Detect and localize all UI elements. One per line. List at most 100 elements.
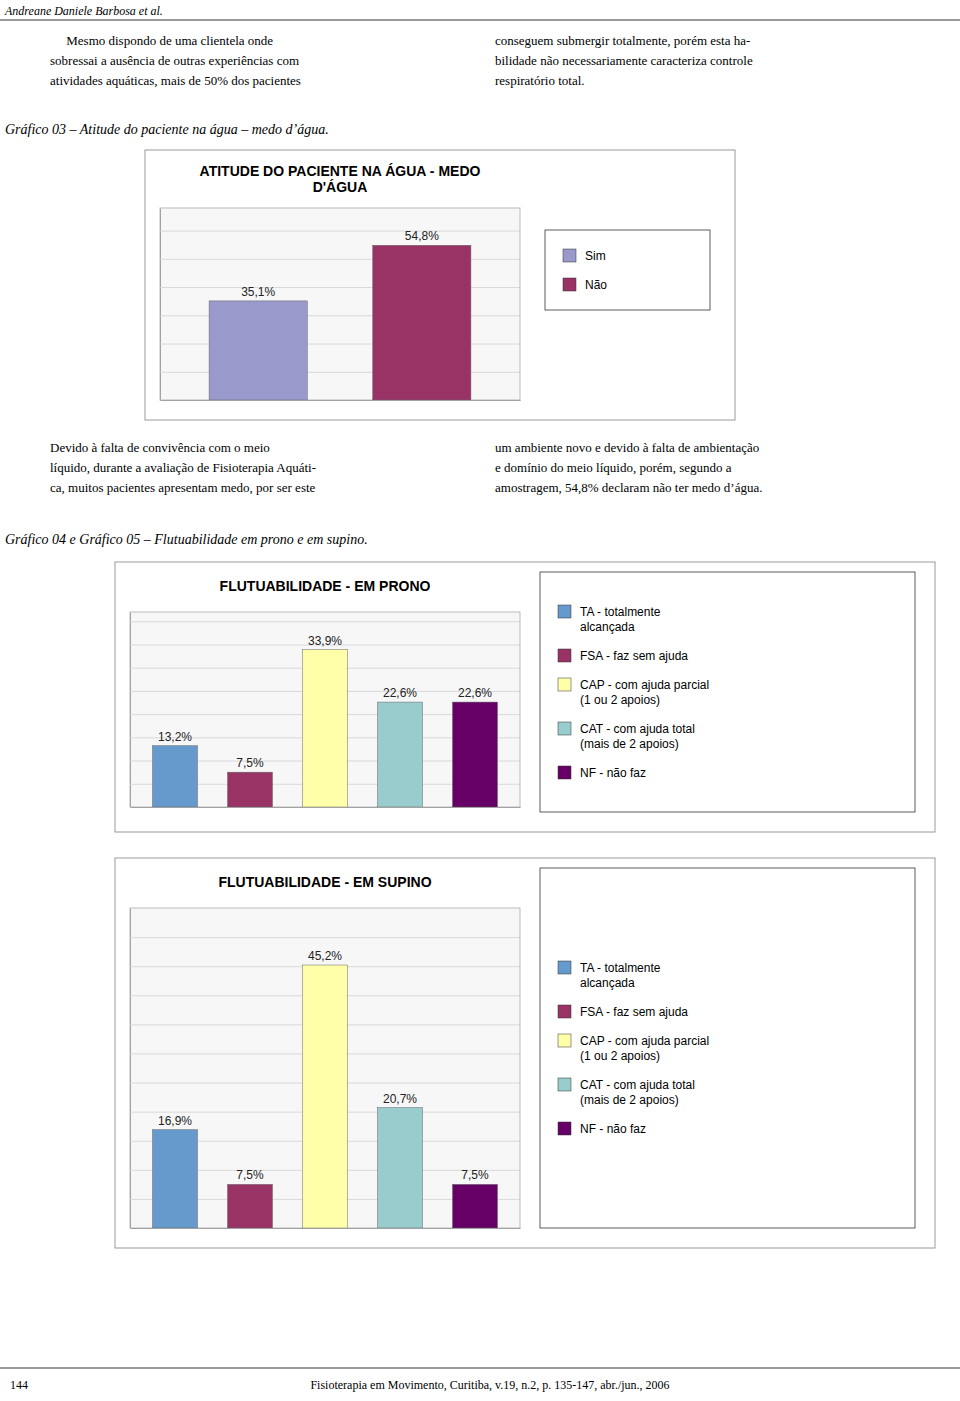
bar: [453, 1184, 498, 1228]
data-label: 20,7%: [383, 1092, 417, 1106]
bar: [303, 965, 348, 1228]
footer-citation: Fisioterapia em Movimento, Curitiba, v.1…: [310, 1378, 669, 1392]
legend-swatch: [558, 766, 571, 779]
legend-label: Não: [585, 278, 607, 292]
legend-label-line: alcançada: [580, 620, 635, 634]
legend-label-line: (1 ou 2 apoios): [580, 1049, 660, 1063]
legend-swatch: [558, 1034, 571, 1047]
legend-label: NF - não faz: [580, 1122, 646, 1136]
y-tick: [130, 621, 520, 622]
legend-label-line: Sim: [585, 249, 606, 263]
header-rule: [0, 20, 960, 21]
paragraph: Mesmo dispondo de uma clientela ondesobr…: [50, 33, 301, 88]
legend-item: CAP - com ajuda parcial(1 ou 2 apoios): [558, 678, 709, 707]
legend-label-line: TA - totalmente: [580, 961, 661, 975]
plot: 35,1% 54,8%: [160, 208, 521, 401]
paragraph: Devido à falta de convivência com o meio…: [50, 440, 316, 495]
y-axis: [160, 209, 520, 401]
data-labels: 35,1% 54,8%: [241, 229, 439, 299]
data-label: 7,5%: [461, 1168, 489, 1182]
chart-box: [115, 562, 935, 832]
data-label: 22,6%: [458, 686, 492, 700]
paragraph-line: atividades aquáticas, mais de 50% dos pa…: [50, 73, 301, 88]
legend-swatch: [558, 722, 571, 735]
plot-frame: [160, 208, 520, 400]
legend-item: FSA - faz sem ajuda: [558, 1005, 688, 1019]
legend-label-line: NF - não faz: [580, 766, 646, 780]
paragraph: conseguem submergir totalmente, porém es…: [495, 33, 753, 88]
paragraph-line: e domínio do meio líquido, porém, segund…: [495, 460, 732, 475]
legend-swatch: [563, 249, 576, 262]
legend-label-line: alcançada: [580, 976, 635, 990]
bar: [228, 772, 273, 807]
legend-label-line: CAP - com ajuda parcial: [580, 678, 709, 692]
legend-item: NF - não faz: [558, 766, 646, 780]
bar: [209, 301, 307, 400]
legend-label: CAP - com ajuda parcial(1 ou 2 apoios): [580, 678, 709, 707]
bar: [378, 702, 423, 807]
paragraph-line: respiratório total.: [495, 73, 585, 88]
caption-line: Gráfico 04 e Gráfico 05 – Flutuabilidade…: [5, 532, 368, 547]
legend-label: CAP - com ajuda parcial(1 ou 2 apoios): [580, 1034, 709, 1063]
legend-label: FSA - faz sem ajuda: [580, 649, 688, 663]
legend-label-line: Não: [585, 278, 607, 292]
legend-item: CAT - com ajuda total(mais de 2 apoios): [558, 1078, 695, 1107]
legend-label-line: (mais de 2 apoios): [580, 737, 679, 751]
legend-label: NF - não faz: [580, 766, 646, 780]
bar: [453, 702, 498, 807]
bar: [378, 1108, 423, 1228]
legend-swatch: [558, 678, 571, 691]
legend: Sim Não: [545, 230, 710, 310]
bars: [153, 965, 498, 1228]
y-axis: [130, 613, 520, 808]
legend-label-line: (1 ou 2 apoios): [580, 693, 660, 707]
plot-background: [130, 908, 520, 1228]
footer-page-number-line: 144: [10, 1378, 28, 1392]
data-label: 16,9%: [158, 1114, 192, 1128]
chart-box: [115, 858, 935, 1248]
legend: TA - totalmentealcançada FSA - faz sem aj…: [540, 868, 915, 1228]
plot: 16,9%7,5%45,2%20,7%7,5%: [130, 908, 521, 1229]
legend-label: CAT - com ajuda total(mais de 2 apoios): [580, 1078, 695, 1107]
footer-citation-line: Fisioterapia em Movimento, Curitiba, v.1…: [310, 1378, 669, 1392]
chart-title-line: FLUTUABILIDADE - EM SUPINO: [218, 874, 431, 890]
chart: FLUTUABILIDADE - EM PRONO 13,2%7,5%33,9%2…: [115, 562, 935, 832]
legend-swatch: [558, 1122, 571, 1135]
legend-item: TA - totalmentealcançada: [558, 961, 661, 990]
legend-box: [540, 868, 915, 1228]
data-label: 45,2%: [308, 949, 342, 963]
plot: 13,2%7,5%33,9%22,6%22,6%: [130, 612, 521, 808]
chart-title: FLUTUABILIDADE - EM SUPINO: [218, 874, 431, 890]
plot-background: [130, 612, 520, 807]
legend-swatch: [558, 1005, 571, 1018]
plot-background: [160, 208, 520, 400]
legend-label-line: FSA - faz sem ajuda: [580, 1005, 688, 1019]
legend-swatch: [558, 961, 571, 974]
footer-page-number: 144: [10, 1378, 28, 1392]
paragraph-line: um ambiente novo e devido à falta de amb…: [495, 440, 759, 455]
paragraph-line: Devido à falta de convivência com o meio: [50, 440, 270, 455]
header-line: Andreane Daniele Barbosa et al.: [4, 4, 163, 18]
data-label: 35,1%: [241, 285, 275, 299]
grid-line: [130, 621, 520, 622]
data-label: 7,5%: [236, 756, 264, 770]
legend-label-line: TA - totalmente: [580, 605, 661, 619]
chart: FLUTUABILIDADE - EM SUPINO 16,9% 7,5% 45,2%…: [115, 858, 935, 1248]
caption: Gráfico 04 e Gráfico 05 – Flutuabilidade…: [5, 532, 368, 547]
paragraph-line: ca, muitos pacientes apresentam medo, po…: [50, 480, 316, 495]
plot-frame: [130, 612, 520, 807]
data-labels: 13,2%7,5%33,9%22,6%22,6%: [158, 634, 492, 771]
legend-label-line: CAT - com ajuda total: [580, 1078, 695, 1092]
data-label: 54,8%: [405, 229, 439, 243]
chart-title: FLUTUABILIDADE - EM PRONO: [220, 578, 431, 594]
legend-item: Sim: [563, 249, 606, 263]
legend-box: [540, 572, 915, 812]
legend-label: CAT - com ajuda total(mais de 2 apoios): [580, 722, 695, 751]
legend-label-line: CAP - com ajuda parcial: [580, 1034, 709, 1048]
caption: Gráfico 03 – Atitude do paciente na água…: [5, 122, 329, 137]
paragraph-line: Mesmo dispondo de uma clientela onde: [50, 33, 273, 48]
legend-label-line: CAT - com ajuda total: [580, 722, 695, 736]
paragraph-line: bilidade não necessariamente caracteriza…: [495, 53, 753, 68]
bar: [373, 245, 471, 400]
page-svg: Andreane Daniele Barbosa et al. Mesmo di…: [0, 0, 960, 1401]
